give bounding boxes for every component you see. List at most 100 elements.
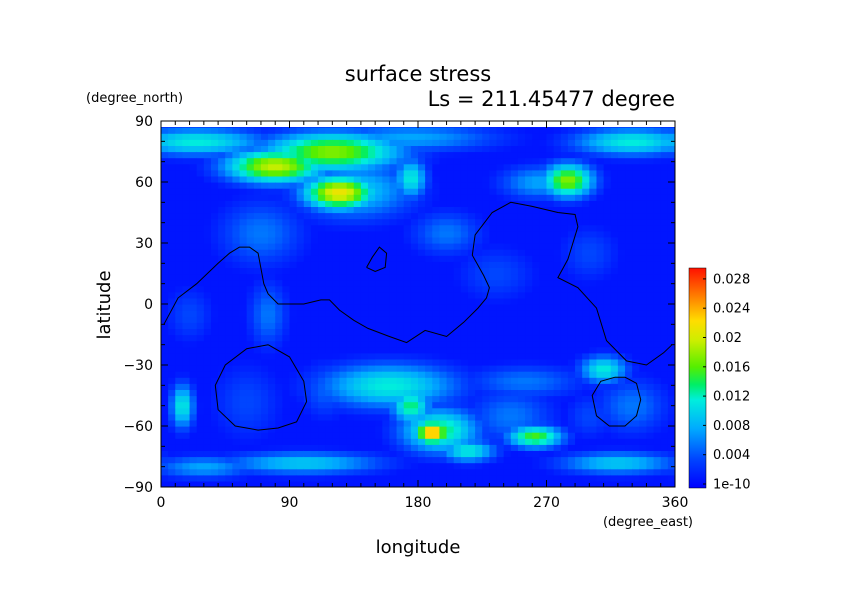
heatmap-cell — [225, 462, 233, 470]
heatmap-cell — [318, 218, 326, 226]
heatmap-cell — [161, 267, 169, 275]
heatmap-cell — [346, 182, 355, 189]
heatmap-cell — [318, 297, 326, 305]
heatmap-cell — [439, 169, 448, 177]
heatmap-cell — [532, 456, 540, 464]
heatmap-cell — [260, 188, 269, 195]
heatmap-cell — [268, 236, 276, 244]
heatmap-cell — [196, 157, 205, 165]
heatmap-cell — [596, 401, 605, 409]
heatmap-cell — [346, 401, 355, 409]
heatmap-cell — [453, 395, 462, 403]
heatmap-cell — [503, 328, 512, 336]
heatmap-cell — [525, 127, 533, 128]
heatmap-cell — [289, 127, 298, 134]
heatmap-cell — [189, 273, 198, 281]
heatmap-cell — [575, 175, 583, 183]
heatmap-cell — [603, 365, 612, 372]
heatmap-cell — [389, 371, 398, 378]
heatmap-cell — [346, 163, 355, 171]
heatmap-cell — [596, 340, 605, 348]
heatmap-cell — [203, 157, 212, 165]
heatmap-cell — [567, 474, 576, 482]
heatmap-cell — [667, 444, 675, 451]
heatmap-cell — [161, 273, 169, 281]
heatmap-cell — [510, 328, 519, 336]
heatmap-cell — [268, 133, 276, 140]
heatmap-cell — [246, 163, 255, 171]
heatmap-cell — [410, 163, 419, 171]
heatmap-cell — [168, 145, 176, 153]
heatmap-cell — [161, 371, 169, 378]
heatmap-cell — [189, 468, 198, 476]
heatmap-cell — [510, 236, 519, 244]
heatmap-cell — [432, 255, 441, 262]
heatmap-cell — [482, 224, 490, 232]
heatmap-cell — [517, 358, 526, 366]
heatmap-cell — [418, 151, 426, 159]
heatmap-cell — [246, 389, 255, 397]
heatmap-cell — [460, 291, 469, 299]
heatmap-cell — [446, 200, 455, 207]
heatmap-cell — [510, 407, 519, 415]
heatmap-cell — [610, 145, 619, 153]
heatmap-cell — [489, 218, 498, 226]
heatmap-cell — [168, 474, 176, 482]
heatmap-cell — [375, 157, 383, 165]
heatmap-cell — [210, 127, 219, 134]
heatmap-cell — [196, 145, 205, 153]
heatmap-cell — [553, 194, 562, 201]
heatmap-cell — [275, 175, 283, 183]
heatmap-cell — [582, 291, 590, 299]
heatmap-cell — [532, 419, 540, 427]
heatmap-cell — [325, 419, 333, 427]
heatmap-cell — [667, 401, 675, 409]
heatmap-cell — [639, 297, 648, 305]
heatmap-cell — [332, 450, 341, 458]
heatmap-cell — [525, 377, 533, 384]
heatmap-cell — [346, 358, 355, 366]
heatmap-cell — [532, 310, 540, 317]
heatmap-cell — [210, 297, 219, 305]
heatmap-cell — [667, 200, 675, 207]
heatmap-cell — [546, 395, 555, 403]
heatmap-cell — [325, 194, 333, 201]
heatmap-cell — [425, 194, 433, 201]
heatmap-cell — [460, 279, 469, 287]
heatmap-cell — [196, 432, 205, 439]
heatmap-cell — [617, 188, 626, 195]
heatmap-cell — [510, 194, 519, 201]
heatmap-cell — [225, 334, 233, 342]
heatmap-cell — [253, 200, 262, 207]
heatmap-cell — [346, 419, 355, 427]
heatmap-cell — [332, 285, 341, 293]
heatmap-cell — [439, 200, 448, 207]
heatmap-cell — [582, 163, 590, 171]
heatmap-cell — [517, 212, 526, 220]
heatmap-cell — [625, 304, 633, 311]
heatmap-cell — [332, 127, 341, 134]
heatmap-cell — [218, 145, 226, 153]
heatmap-cell — [346, 340, 355, 348]
heatmap-cell — [296, 304, 305, 311]
heatmap-cell — [303, 456, 312, 464]
heatmap-cell — [653, 456, 662, 464]
heatmap-cell — [425, 236, 433, 244]
heatmap-cell — [161, 316, 169, 323]
heatmap-cell — [439, 267, 448, 275]
heatmap-cell — [532, 182, 540, 189]
heatmap-cell — [346, 297, 355, 305]
heatmap-cell — [318, 468, 326, 476]
heatmap-cell — [546, 401, 555, 409]
heatmap-cell — [539, 188, 548, 195]
heatmap-cell — [446, 133, 455, 140]
heatmap-cell — [246, 426, 255, 433]
heatmap-cell — [560, 474, 569, 482]
heatmap-cell — [510, 285, 519, 293]
heatmap-cell — [496, 194, 505, 201]
heatmap-cell — [646, 340, 655, 348]
heatmap-cell — [403, 438, 412, 445]
heatmap-cell — [432, 413, 441, 421]
heatmap-cell — [410, 175, 419, 183]
heatmap-cell — [353, 474, 362, 482]
